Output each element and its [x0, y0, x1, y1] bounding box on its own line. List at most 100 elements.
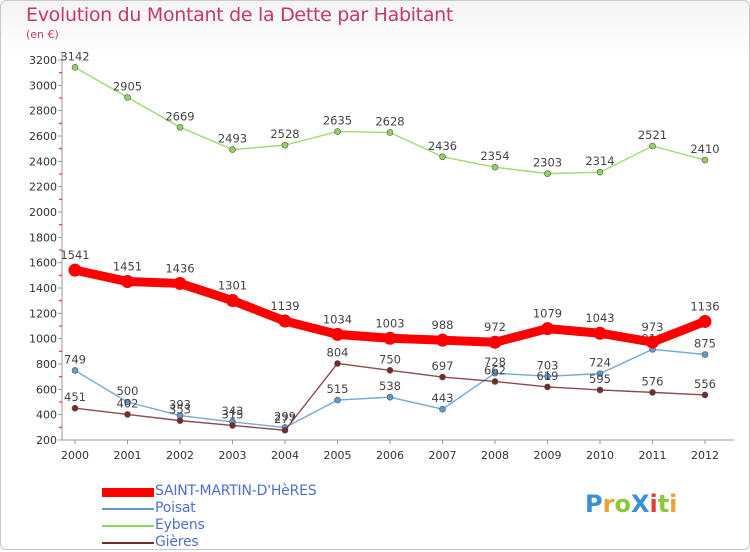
- chart-title: Evolution du Montant de la Dette par Hab…: [26, 4, 454, 26]
- data-label: 538: [379, 379, 401, 393]
- data-label: 353: [169, 403, 191, 417]
- y-tick-label: 400: [36, 409, 57, 422]
- y-tick-label: 1000: [29, 333, 57, 346]
- data-point: [386, 367, 394, 374]
- data-label: 2354: [480, 149, 509, 163]
- legend-label: Eybens: [155, 517, 205, 533]
- data-point: [491, 163, 499, 171]
- data-point: [386, 129, 394, 136]
- logo-letter: i: [649, 490, 658, 518]
- y-tick-label: 1400: [29, 282, 57, 295]
- data-label: 299: [274, 409, 296, 423]
- data-label: 576: [642, 374, 664, 388]
- data-point: [596, 370, 604, 377]
- data-point: [176, 417, 184, 424]
- unit-label: (en €): [26, 28, 59, 41]
- data-label: 1136: [690, 299, 719, 313]
- data-label: 1079: [533, 307, 562, 321]
- data-label: 2521: [638, 128, 667, 142]
- data-label: 556: [694, 377, 716, 391]
- data-label: 804: [327, 345, 349, 359]
- data-label: 2628: [375, 114, 404, 128]
- x-tick-label: 2001: [114, 449, 142, 462]
- logo-letter: P: [585, 490, 603, 518]
- data-point: [278, 314, 292, 328]
- data-label: 3142: [60, 49, 89, 63]
- data-point: [544, 383, 551, 391]
- data-label: 750: [379, 352, 401, 366]
- y-tick-label: 3200: [29, 54, 57, 67]
- data-point: [386, 393, 394, 401]
- data-label: 393: [169, 398, 191, 412]
- data-label: 749: [64, 352, 86, 366]
- data-label: 1301: [218, 279, 247, 293]
- x-tick-label: 2006: [376, 449, 404, 462]
- series-line: [70, 265, 710, 347]
- data-label: 451: [64, 390, 86, 404]
- y-tick-label: 2400: [29, 155, 57, 168]
- data-label: 2669: [165, 109, 194, 123]
- data-point: [649, 142, 656, 150]
- data-label: 662: [484, 363, 506, 377]
- data-point: [698, 314, 712, 328]
- data-label: 2905: [113, 79, 142, 93]
- legend-swatch: [102, 488, 154, 497]
- data-point: [439, 153, 446, 161]
- data-point: [436, 333, 449, 347]
- data-point: [281, 141, 289, 149]
- x-tick-label: 2002: [166, 449, 194, 462]
- data-point: [124, 411, 131, 418]
- data-label: 697: [432, 359, 454, 373]
- data-label: 2493: [218, 132, 247, 146]
- data-label: 443: [432, 391, 454, 405]
- data-label: 2410: [690, 142, 719, 156]
- data-point: [544, 372, 551, 380]
- legend-label: Poisat: [155, 500, 196, 516]
- data-label: 595: [589, 372, 611, 386]
- data-point: [124, 94, 131, 101]
- logo-letter: r: [602, 490, 615, 518]
- data-label: 988: [432, 318, 454, 332]
- y-tick-label: 800: [36, 358, 57, 371]
- logo-letter: t: [657, 490, 670, 518]
- data-point: [491, 378, 499, 385]
- x-tick-label: 2000: [61, 449, 89, 462]
- data-point: [701, 351, 709, 358]
- x-tick-label: 2008: [481, 449, 509, 462]
- data-label: 973: [642, 320, 664, 334]
- data-label: 1541: [60, 248, 89, 262]
- x-tick-label: 2010: [586, 449, 614, 462]
- data-label: 1043: [585, 311, 614, 325]
- logo-letter: i: [669, 490, 678, 518]
- legend-label: SAINT-MARTIN-D'HèRES: [155, 483, 317, 499]
- data-label: 703: [537, 358, 559, 372]
- data-point: [68, 263, 82, 277]
- y-tick-label: 2600: [29, 130, 57, 143]
- y-tick-label: 600: [36, 383, 57, 396]
- data-point: [596, 386, 604, 394]
- x-tick-label: 2009: [534, 449, 562, 462]
- proxiti-logo: ProXiti: [585, 490, 677, 518]
- x-tick-label: 2003: [219, 449, 247, 462]
- legend-label: Gières: [155, 534, 199, 550]
- data-point: [491, 369, 499, 377]
- data-label: 1139: [270, 299, 299, 313]
- data-point: [596, 168, 604, 176]
- data-point: [71, 64, 79, 71]
- data-label: 619: [537, 369, 559, 383]
- data-point: [124, 398, 131, 406]
- data-label: 343: [222, 404, 244, 418]
- data-point: [71, 404, 79, 412]
- data-point: [439, 405, 446, 413]
- data-label: 724: [589, 356, 611, 370]
- data-label: 875: [694, 337, 716, 351]
- data-label: 500: [117, 384, 139, 398]
- data-point: [593, 326, 607, 340]
- data-label: 1003: [375, 316, 404, 330]
- data-label: 1451: [113, 260, 142, 274]
- data-point: [488, 335, 502, 349]
- logo-letter: X: [630, 490, 650, 518]
- data-point: [649, 389, 656, 396]
